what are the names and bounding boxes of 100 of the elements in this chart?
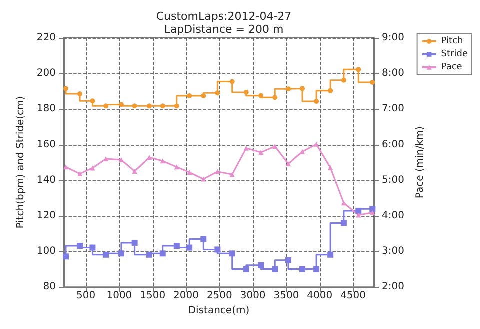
- y-tick-label: 220: [36, 32, 56, 44]
- point: [200, 236, 207, 242]
- y-tick-label: 80: [43, 282, 56, 293]
- point: [63, 86, 68, 92]
- y2-tick-label: 6:00: [382, 139, 404, 150]
- y-tick-label: 200: [36, 68, 56, 80]
- x-tick-label: 1500: [140, 290, 166, 302]
- y2-tick-label: 5:00: [382, 174, 404, 186]
- point: [118, 102, 124, 108]
- point: [174, 243, 180, 249]
- point: [356, 67, 362, 72]
- point: [160, 250, 166, 257]
- y2-tick-label: 2:00: [382, 282, 404, 293]
- point: [63, 164, 68, 170]
- point: [258, 93, 264, 98]
- point: [174, 104, 180, 109]
- point: [314, 142, 320, 147]
- point: [229, 250, 236, 257]
- point: [244, 90, 249, 95]
- point: [341, 200, 346, 206]
- point: [201, 176, 206, 182]
- point: [314, 99, 320, 104]
- point: [104, 104, 109, 109]
- point: [201, 94, 206, 99]
- x-tick-label: 2500: [206, 290, 232, 302]
- point: [147, 104, 152, 109]
- point: [370, 206, 376, 212]
- point: [230, 172, 235, 178]
- y2-tick-label: 3:00: [382, 246, 404, 258]
- point: [328, 165, 334, 170]
- point: [340, 220, 347, 226]
- point: [214, 246, 221, 253]
- x-axis-title: Distance(m): [188, 306, 250, 316]
- y-tick-label: 100: [36, 246, 56, 258]
- point: [272, 266, 278, 272]
- point: [272, 95, 278, 100]
- point: [146, 252, 153, 258]
- point: [356, 208, 362, 214]
- x-tick-label: 1000: [106, 290, 132, 302]
- point: [341, 78, 346, 83]
- point: [285, 257, 292, 264]
- point: [328, 252, 334, 258]
- legend-label: Pace: [441, 62, 463, 72]
- point: [186, 244, 193, 251]
- x-tick-label: 500: [76, 290, 96, 302]
- point: [77, 243, 84, 249]
- point: [328, 88, 334, 94]
- point: [132, 104, 138, 109]
- point: [187, 94, 192, 99]
- point: [78, 92, 83, 97]
- point: [174, 164, 180, 170]
- point: [90, 166, 96, 171]
- point: [272, 144, 278, 150]
- point: [62, 254, 69, 260]
- point: [132, 168, 138, 174]
- y-tick-label: 140: [36, 174, 56, 186]
- point: [243, 266, 250, 272]
- y2-tick-label: 8:00: [382, 68, 404, 80]
- y-axis-title: Pitch(bpm) and Stride(cm): [16, 96, 26, 229]
- point: [132, 240, 138, 246]
- y2-tick-label: 9:00: [382, 32, 404, 44]
- point: [90, 244, 96, 251]
- point: [160, 158, 166, 164]
- point: [215, 90, 220, 96]
- point: [215, 169, 220, 174]
- x-tick-label: 4500: [340, 290, 366, 302]
- x-tick-label: 3500: [274, 290, 300, 302]
- point: [244, 146, 249, 151]
- chart-title: CustomLaps:2012-04-27: [156, 10, 292, 23]
- point: [300, 149, 306, 154]
- point: [300, 266, 306, 272]
- x-tick-label: 3000: [240, 290, 266, 302]
- chart-subtitle: LapDistance = 200 m: [164, 23, 284, 36]
- point: [118, 250, 124, 257]
- y2-tick-label: 4:00: [382, 210, 404, 222]
- point: [90, 98, 96, 104]
- point: [370, 80, 376, 85]
- point: [258, 262, 264, 268]
- x-tick-label: 4000: [307, 290, 333, 302]
- legend-label: Pitch: [441, 36, 464, 46]
- point: [286, 86, 291, 92]
- point: [104, 156, 109, 162]
- y-tick-label: 180: [36, 104, 56, 115]
- point: [286, 161, 291, 166]
- point: [314, 266, 320, 272]
- point: [258, 150, 264, 156]
- y-tick-label: 120: [36, 210, 56, 222]
- y2-axis-title: Pace (min/km): [414, 126, 426, 199]
- x-tick-label: 2000: [174, 290, 199, 302]
- point: [103, 252, 110, 258]
- point: [147, 155, 152, 160]
- point: [370, 210, 376, 216]
- point: [230, 79, 235, 84]
- point: [356, 212, 362, 218]
- point: [300, 86, 306, 92]
- point: [78, 171, 83, 176]
- y2-tick-label: 7:00: [382, 104, 404, 115]
- legend-label: Stride: [441, 50, 468, 60]
- point: [160, 104, 166, 109]
- point: [187, 170, 192, 176]
